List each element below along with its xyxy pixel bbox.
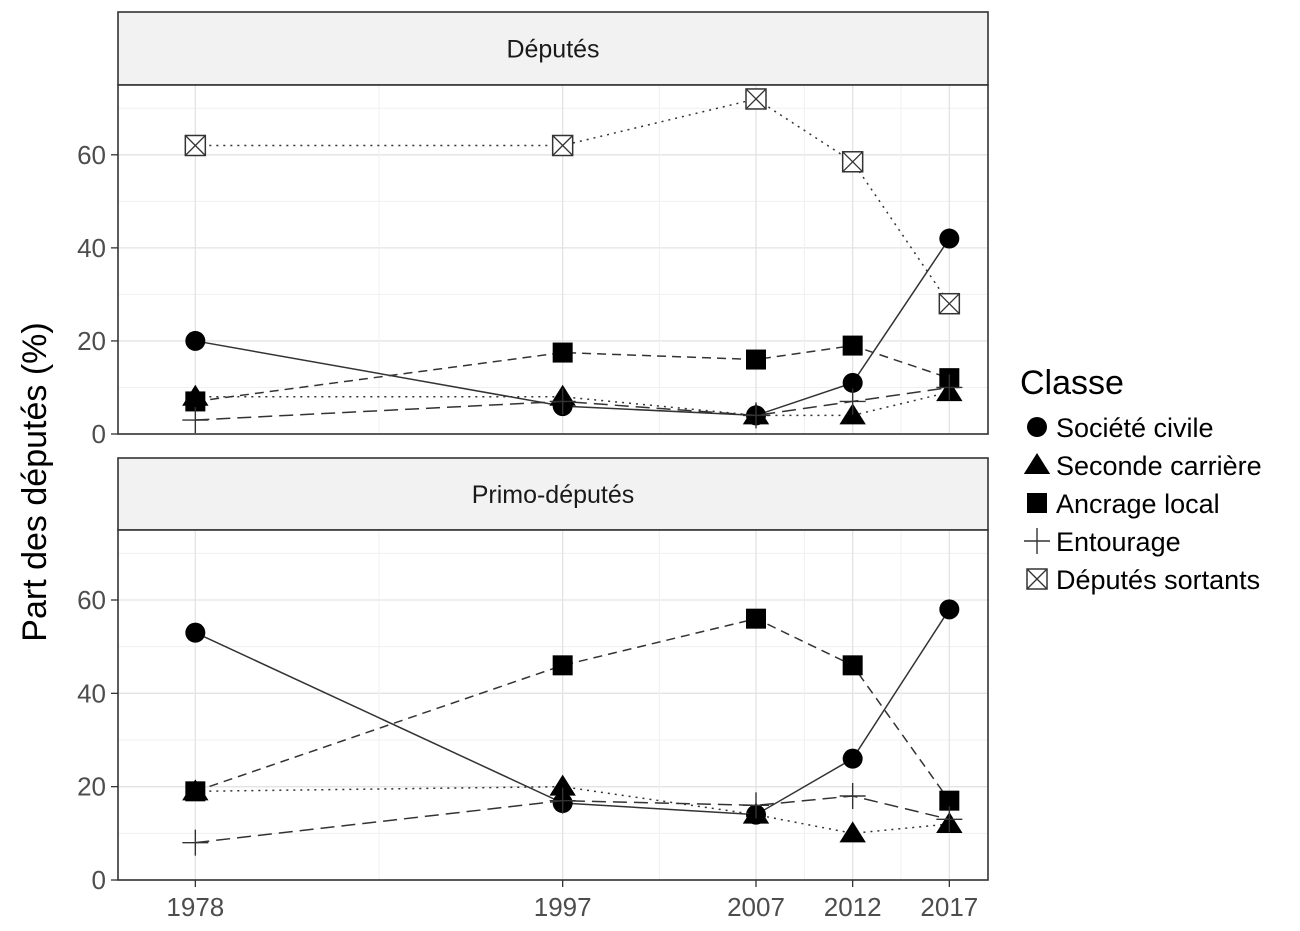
series-deputes-sortants (184, 88, 961, 315)
data-point (549, 787, 576, 814)
legend-label: Députés sortants (1056, 565, 1260, 595)
series-ancrage-local (185, 608, 960, 811)
data-point (185, 330, 206, 351)
y-axis: 0 20 40 60 (77, 140, 118, 449)
plot-area (118, 530, 988, 880)
legend-item-deputes-sortants: Députés sortants (1026, 565, 1260, 595)
legend-item-entourage: Entourage (1024, 527, 1181, 557)
data-point (839, 821, 866, 843)
legend-item-societe-civile: Société civile (1027, 413, 1214, 443)
data-point (936, 806, 963, 833)
data-point (746, 349, 766, 370)
panel-title: Députés (506, 36, 599, 64)
x-tick-label: 2012 (824, 892, 882, 922)
y-tick-label: 60 (77, 585, 106, 615)
data-point (842, 372, 863, 393)
legend-key (1026, 568, 1048, 590)
legend-item-seconde-carriere: Seconde carrière (1023, 451, 1262, 481)
x-tick-label: 2007 (727, 892, 785, 922)
legend-key (1027, 417, 1047, 437)
panel-border (117, 84, 989, 435)
y-tick-label: 0 (92, 419, 106, 449)
series-line (195, 785, 950, 835)
series-line (195, 344, 950, 403)
data-point (839, 783, 866, 809)
data-point (746, 608, 766, 629)
x-axis: 1978 1997 2007 2012 2017 (166, 880, 978, 922)
data-point (745, 88, 767, 110)
data-point (743, 792, 769, 819)
data-point (842, 655, 863, 676)
legend-item-ancrage-local: Ancrage local (1027, 489, 1220, 519)
data-point (839, 388, 866, 415)
x-tick-label: 1997 (534, 892, 592, 922)
legend-label: Société civile (1056, 413, 1214, 443)
panel-strip (117, 457, 989, 531)
panel-title: Primo-députés (472, 481, 635, 509)
series-entourage (182, 783, 963, 856)
data-point (549, 774, 576, 796)
y-tick-label: 40 (77, 678, 106, 708)
legend-key (1024, 528, 1050, 554)
panel-deputes: Députés 0 20 40 60 (77, 11, 989, 449)
y-axis: 0 20 40 60 (77, 585, 118, 895)
y-tick-label: 60 (77, 140, 106, 170)
x-tick-label: 1978 (166, 892, 224, 922)
data-point (938, 292, 961, 315)
data-point (182, 829, 209, 856)
data-point (552, 342, 573, 363)
legend-label: Entourage (1056, 527, 1181, 557)
y-axis-label: Part des députés (%) (16, 322, 54, 641)
panel-border (117, 529, 989, 881)
legend-key (1023, 453, 1051, 474)
panel-primo-deputes: Primo-députés 0 20 40 60 1978 1997 2007 2012 2017 (77, 457, 989, 922)
series-line (195, 795, 950, 844)
y-tick-label: 20 (77, 772, 106, 802)
legend-key (1027, 493, 1047, 513)
data-point (549, 388, 576, 415)
data-point (182, 407, 209, 434)
y-tick-label: 40 (77, 233, 106, 263)
legend-title: Classe (1020, 364, 1124, 402)
panel-strip (117, 11, 989, 86)
data-point (185, 622, 206, 643)
data-point (842, 748, 863, 769)
grid (118, 85, 988, 435)
data-point (185, 781, 206, 802)
data-point (552, 655, 573, 676)
data-point (842, 335, 863, 356)
data-point (939, 599, 960, 620)
y-tick-label: 0 (92, 865, 106, 895)
data-point (939, 790, 960, 811)
series-entourage (182, 374, 963, 434)
data-point (936, 374, 963, 401)
data-point (939, 228, 960, 249)
legend: Classe Société civile Seconde carrière Anc… (1020, 364, 1262, 595)
data-point (743, 402, 769, 429)
x-tick-label: 2017 (920, 892, 978, 922)
legend-label: Ancrage local (1056, 489, 1220, 519)
data-point (184, 134, 207, 157)
data-point (185, 391, 206, 412)
legend-label: Seconde carrière (1056, 451, 1262, 481)
data-point (841, 151, 864, 173)
data-point (551, 134, 574, 157)
y-tick-label: 20 (77, 326, 106, 356)
